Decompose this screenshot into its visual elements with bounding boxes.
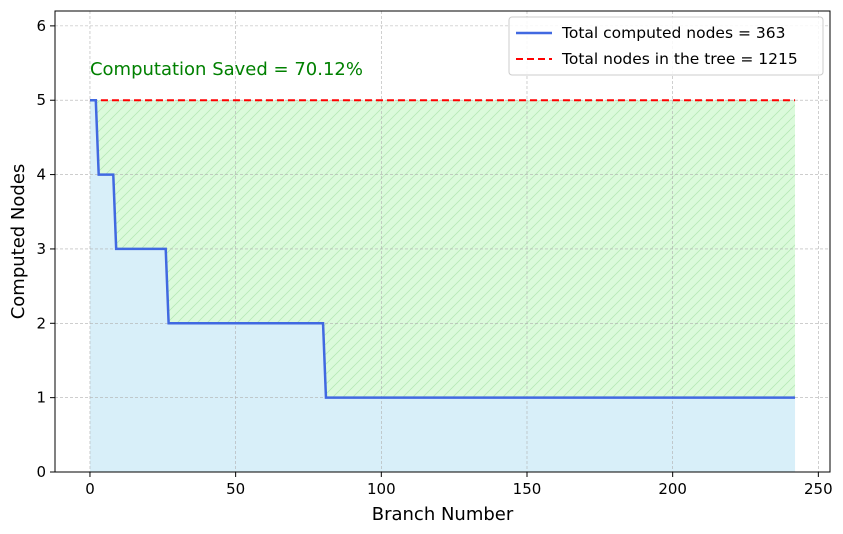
x-axis-label: Branch Number (372, 504, 514, 525)
legend-label-total: Total nodes in the tree = 1215 (561, 50, 798, 68)
y-tick-label: 0 (36, 463, 46, 481)
series-computed-nodes (89, 98, 796, 399)
y-tick-label: 2 (36, 314, 46, 332)
x-tick-label: 250 (804, 480, 833, 498)
x-tick-label: 0 (85, 480, 95, 498)
x-tick-label: 150 (513, 480, 542, 498)
legend-box (508, 16, 824, 76)
y-axis-label: Computed Nodes (8, 164, 29, 320)
y-tick-label: 4 (36, 166, 46, 184)
computation-saved-annotation: Computation Saved = 70.12% (90, 59, 363, 80)
fill-computed-area (89, 100, 796, 472)
x-tick-label: 100 (367, 480, 396, 498)
y-tick-label: 3 (36, 240, 46, 258)
y-tick-label: 5 (36, 91, 46, 109)
y-tick-label: 6 (36, 17, 46, 35)
y-tick-label: 1 (36, 389, 46, 407)
legend-label-computed: Total computed nodes = 363 (561, 24, 785, 42)
x-tick-label: 50 (226, 480, 245, 498)
plot-frame (54, 10, 831, 473)
x-tick-label: 200 (658, 480, 687, 498)
legend: Total computed nodes = 363 Total nodes i… (508, 16, 824, 76)
